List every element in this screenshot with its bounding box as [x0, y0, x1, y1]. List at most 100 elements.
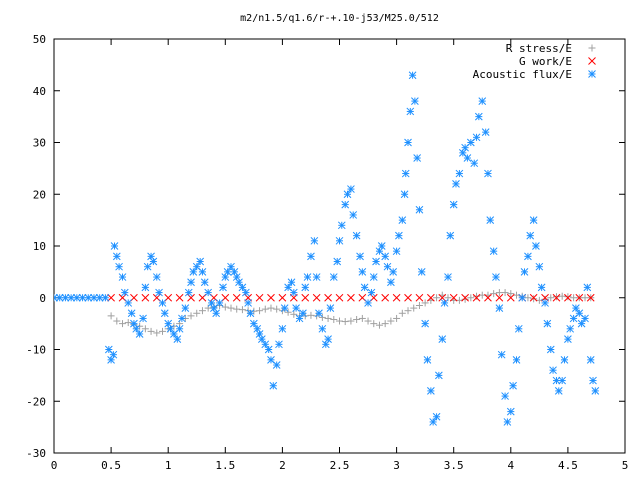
data-point — [381, 252, 390, 261]
data-point — [312, 273, 321, 281]
data-point — [127, 309, 136, 318]
data-point — [215, 299, 224, 307]
data-point — [524, 252, 532, 261]
data-point — [256, 307, 264, 315]
series-2 — [54, 71, 600, 426]
y-tick-label: 20 — [33, 188, 46, 201]
data-point — [554, 387, 563, 395]
data-point — [255, 293, 264, 302]
data-point — [336, 317, 343, 325]
data-point — [461, 295, 469, 303]
data-point — [139, 314, 147, 323]
data-point — [364, 299, 372, 307]
data-point — [227, 304, 235, 312]
data-point — [398, 216, 407, 224]
data-point — [415, 293, 424, 302]
data-point — [242, 288, 250, 297]
data-point — [112, 252, 121, 261]
data-point — [84, 293, 93, 302]
data-point — [143, 262, 152, 271]
data-point — [155, 288, 163, 297]
data-point — [337, 221, 346, 230]
data-point — [446, 231, 455, 240]
data-point — [408, 71, 417, 80]
data-point — [330, 315, 338, 323]
data-point — [101, 293, 110, 302]
data-point — [109, 350, 118, 359]
data-point — [381, 293, 390, 302]
data-point — [529, 293, 538, 302]
data-point — [90, 293, 98, 302]
series-1 — [107, 293, 595, 302]
data-point — [347, 317, 355, 325]
data-point — [113, 317, 121, 325]
data-point — [369, 273, 378, 281]
data-point — [318, 313, 326, 321]
data-point — [404, 307, 412, 315]
data-point — [115, 262, 123, 271]
data-point — [356, 252, 364, 261]
data-point — [324, 314, 332, 322]
data-point — [552, 293, 561, 302]
data-point — [455, 169, 464, 178]
x-tick-label: 1 — [165, 459, 172, 472]
data-point — [509, 381, 517, 390]
data-point — [586, 293, 595, 302]
data-point — [558, 292, 566, 300]
legend-marker — [588, 57, 596, 65]
data-point — [221, 303, 229, 311]
data-point — [181, 304, 190, 312]
data-point — [433, 294, 441, 302]
data-point — [318, 324, 327, 333]
data-point — [575, 293, 584, 302]
x-tick-label: 5 — [622, 459, 629, 472]
data-point — [124, 319, 132, 327]
data-point — [246, 309, 255, 318]
data-point — [158, 327, 166, 335]
data-point — [589, 376, 597, 385]
data-point — [535, 262, 544, 271]
data-point — [312, 293, 321, 302]
data-point — [506, 407, 515, 416]
data-point — [238, 306, 246, 314]
data-point — [149, 257, 158, 266]
data-point — [324, 293, 332, 302]
legend-label: R stress/E — [506, 42, 572, 55]
data-point — [107, 293, 115, 302]
data-point — [474, 112, 483, 121]
data-point — [110, 242, 119, 250]
data-point — [461, 293, 469, 302]
y-tick-label: -30 — [26, 447, 46, 460]
data-point — [501, 392, 509, 400]
data-point — [264, 345, 273, 354]
legend-marker — [588, 70, 596, 78]
data-point — [187, 278, 195, 287]
data-point — [564, 335, 572, 344]
data-point — [512, 355, 521, 364]
data-point — [552, 376, 561, 385]
data-point — [449, 200, 458, 209]
data-point — [484, 169, 492, 178]
data-point — [303, 273, 312, 281]
data-point — [449, 293, 458, 302]
data-point — [473, 292, 481, 300]
data-point — [341, 318, 349, 326]
data-point — [387, 317, 395, 325]
legend-marker — [588, 44, 596, 52]
data-point — [173, 335, 182, 344]
data-point — [278, 293, 287, 302]
data-point — [404, 293, 412, 302]
data-point — [529, 216, 538, 224]
data-point — [541, 299, 549, 307]
data-point — [307, 311, 315, 319]
data-point — [514, 324, 523, 333]
y-tick-label: 40 — [33, 85, 46, 98]
data-point — [452, 180, 460, 188]
data-point — [347, 185, 355, 193]
data-point — [261, 340, 270, 349]
data-point — [472, 293, 481, 302]
data-point — [341, 200, 350, 209]
data-point — [275, 340, 283, 349]
data-point — [175, 293, 184, 302]
data-point — [307, 252, 315, 261]
